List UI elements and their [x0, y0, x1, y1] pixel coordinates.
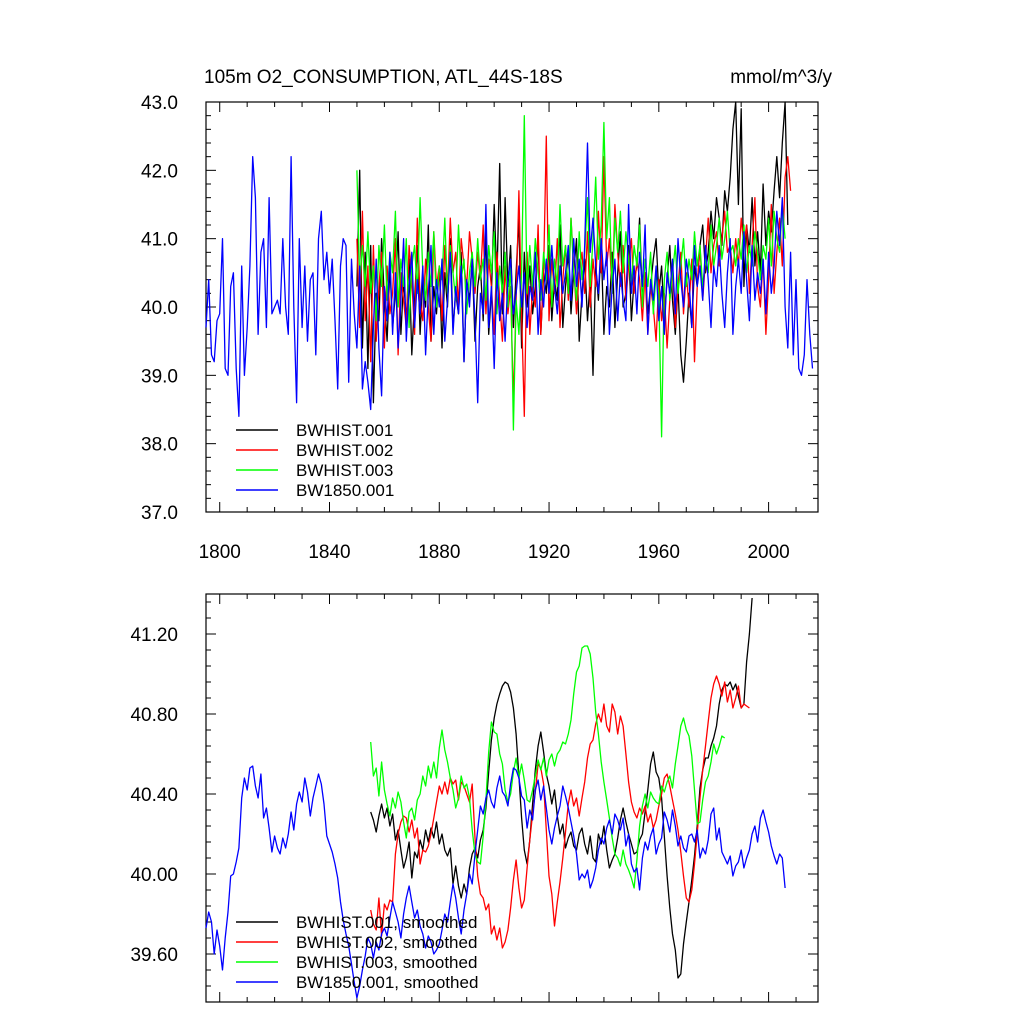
legend-label: BWHIST.002, smoothed	[296, 933, 477, 952]
y-tick-label: 40.00	[130, 865, 178, 886]
series-line-bw1850-001-smoothed	[205, 765, 786, 999]
series-line-bw1850-001	[205, 142, 814, 417]
y-tick-label: 39.60	[130, 945, 178, 966]
series-line-bwhist-001-smoothed	[370, 597, 753, 979]
y-tick-label: 40.80	[130, 705, 178, 726]
bottom-panel: 39.60 40.00 40.40 40.80 41.20 BWHIST.001, sm…	[130, 593, 819, 1003]
y-tick-label: 41.20	[130, 625, 178, 646]
axis-ticks-bottom	[206, 594, 818, 1003]
y-tick-label: 37.0	[141, 503, 178, 524]
plot-area-top	[205, 101, 814, 438]
x-tick-label: 1840	[308, 542, 350, 563]
y-tick-label: 39.0	[141, 366, 178, 387]
plot-frame-bottom	[205, 593, 819, 1003]
series-line-bwhist-001	[356, 101, 789, 404]
legend-label: BWHIST.001	[296, 421, 393, 440]
series-line-bwhist-002-smoothed	[370, 675, 750, 949]
units-label: mmol/m^3/y	[730, 67, 832, 88]
legend-label: BWHIST.001, smoothed	[296, 913, 477, 932]
top-panel: 105m O2_CONSUMPTION, ATL_44S-18S mmol/m^…	[141, 67, 832, 563]
x-tick-label: 1800	[199, 542, 241, 563]
legend-label: BWHIST.003	[296, 461, 393, 480]
legend-label: BWHIST.003, smoothed	[296, 953, 477, 972]
y-tick-label: 40.40	[130, 785, 178, 806]
x-tick-label: 1920	[528, 542, 570, 563]
y-tick-label: 43.0	[141, 93, 178, 114]
x-tick-label: 1960	[638, 542, 680, 563]
x-tick-labels-top: 1800 1840 1880 1920 1960 2000	[199, 542, 790, 563]
y-tick-label: 41.0	[141, 230, 178, 251]
y-tick-label: 40.0	[141, 298, 178, 319]
legend-label: BWHIST.002	[296, 441, 393, 460]
y-tick-label: 42.0	[141, 161, 178, 182]
y-tick-labels-bottom: 39.60 40.00 40.40 40.80 41.20	[130, 625, 178, 966]
legend-label: BW1850.001, smoothed	[296, 973, 478, 992]
series-line-bwhist-003-smoothed	[370, 645, 726, 889]
x-tick-label: 1880	[418, 542, 460, 563]
legend-label: BW1850.001	[296, 481, 394, 500]
plot-area-bottom	[205, 597, 786, 999]
axis-ticks-top	[206, 101, 818, 513]
y-tick-label: 38.0	[141, 435, 178, 456]
chart-title: 105m O2_CONSUMPTION, ATL_44S-18S	[204, 67, 563, 88]
y-tick-labels-top: 37.0 38.0 39.0 40.0 41.0 42.0 43.0	[141, 93, 178, 524]
x-tick-label: 2000	[747, 542, 789, 563]
